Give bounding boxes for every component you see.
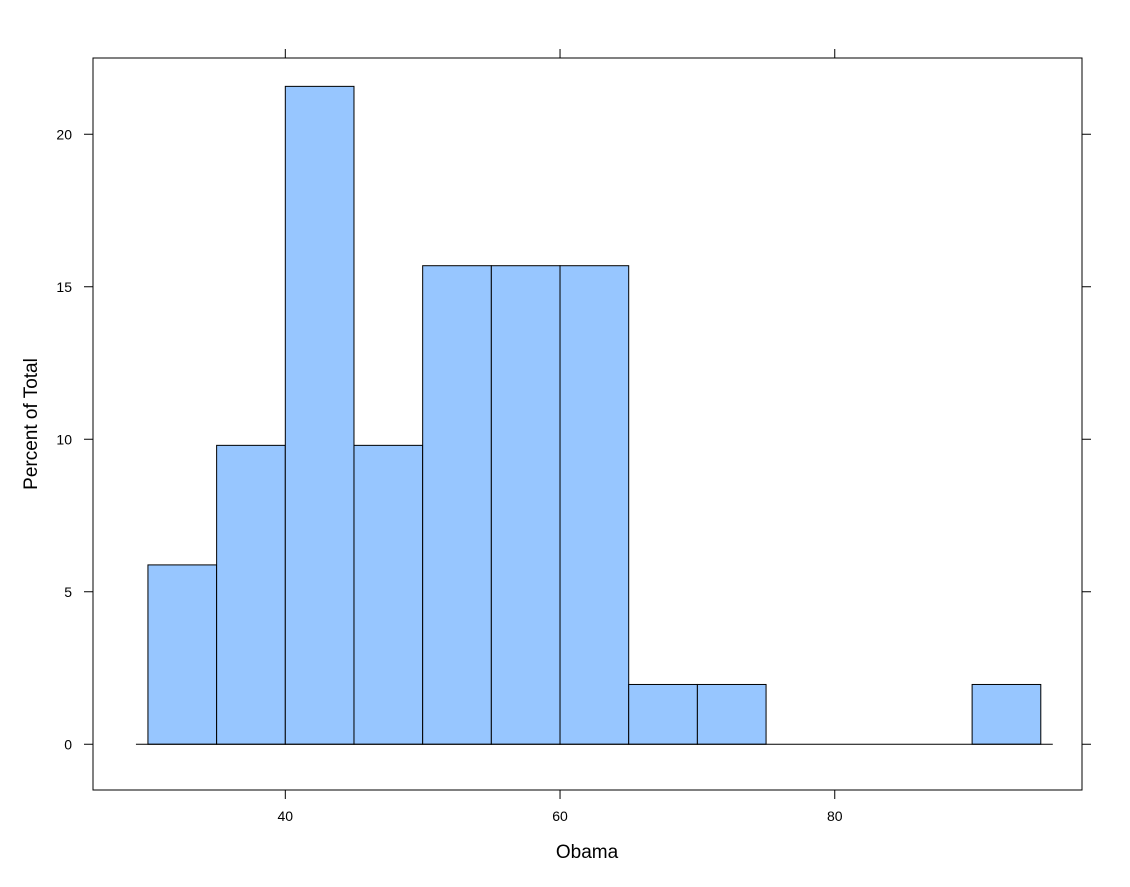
histogram-bar [490,265,561,745]
histogram-bar [628,683,698,745]
y-tick-label: 20 [56,126,72,142]
x-axis-label: Obama [556,842,619,863]
histogram-bar [284,85,355,745]
histogram-bar [559,265,630,745]
bars-group [147,85,1042,745]
histogram-bar [216,444,286,745]
histogram-bar [147,564,218,745]
histogram-bar [696,683,767,745]
y-tick-label: 0 [64,736,72,752]
plot-frame [92,57,1083,791]
x-axis: 40 60 80 [278,49,843,824]
y-tick-label: 5 [64,584,72,600]
histogram-bar [971,683,1042,745]
y-axis-label: Percent of Total [21,358,42,490]
y-tick-label: 10 [56,431,72,447]
x-tick-label: 60 [552,808,568,824]
histogram-bar [353,444,424,745]
x-tick-label: 80 [827,808,843,824]
x-tick-label: 40 [278,808,294,824]
y-axis: 0 5 10 15 20 [56,126,1091,752]
y-tick-label: 15 [56,279,72,295]
histogram-bar [422,265,492,745]
